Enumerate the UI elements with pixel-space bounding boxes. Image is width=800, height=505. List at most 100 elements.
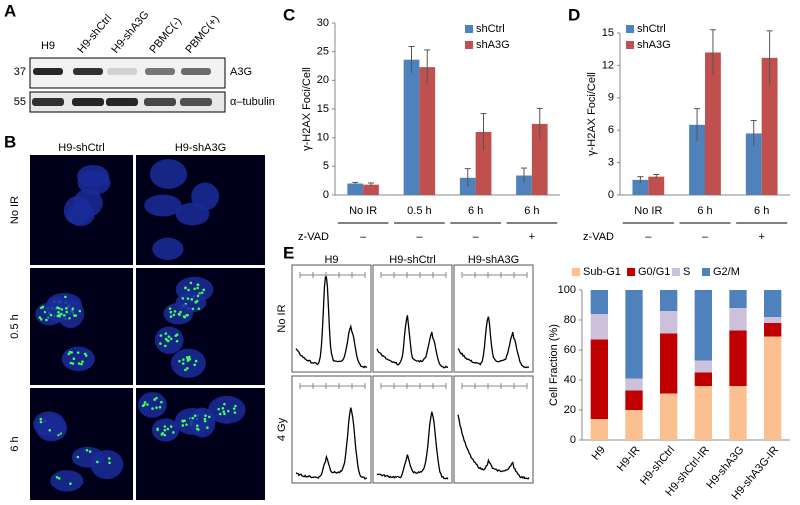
y-tick-label: 5 bbox=[323, 160, 329, 172]
bar bbox=[419, 67, 436, 195]
bar-segment bbox=[590, 339, 608, 419]
focus bbox=[223, 412, 226, 416]
bar bbox=[761, 57, 778, 196]
focus bbox=[172, 431, 175, 434]
histogram-frame bbox=[453, 264, 534, 373]
focus bbox=[72, 357, 76, 361]
legend-swatch bbox=[626, 41, 634, 49]
focus bbox=[146, 403, 149, 406]
focus bbox=[71, 307, 75, 310]
row-label: 4 Gy bbox=[276, 417, 288, 441]
histogram-frame bbox=[291, 264, 372, 373]
y-tick-label: 9 bbox=[608, 92, 614, 104]
nucleus bbox=[189, 407, 216, 438]
focus bbox=[226, 409, 230, 413]
y-tick-label: 60 bbox=[564, 344, 576, 356]
y-tick-label: 3 bbox=[608, 157, 614, 169]
band bbox=[107, 68, 137, 75]
bar bbox=[632, 179, 649, 195]
nucleus bbox=[191, 182, 220, 211]
focus bbox=[153, 398, 156, 401]
focus bbox=[72, 314, 76, 317]
focus bbox=[156, 428, 160, 432]
focus bbox=[184, 368, 187, 372]
bar-segment bbox=[590, 419, 608, 440]
legend-label: shA3G bbox=[476, 39, 510, 51]
focus bbox=[200, 291, 204, 294]
y-tick-label: 6 bbox=[608, 124, 614, 136]
treatment-value: – bbox=[473, 231, 480, 243]
band bbox=[180, 98, 212, 106]
y-axis-label: γ-H2AX Foci/Cell bbox=[301, 67, 313, 151]
bar-segment bbox=[625, 410, 643, 440]
focus bbox=[206, 426, 209, 430]
focus bbox=[232, 407, 236, 410]
focus bbox=[57, 307, 61, 310]
focus bbox=[221, 406, 225, 410]
band-label: A3G bbox=[230, 66, 252, 78]
legend-swatch bbox=[572, 268, 580, 276]
x-tick-label: 6 h bbox=[697, 205, 712, 217]
x-tick-label: 6 h bbox=[754, 205, 769, 217]
focus bbox=[160, 400, 163, 404]
nucleus bbox=[138, 392, 167, 418]
bar-segment bbox=[729, 386, 747, 440]
focus bbox=[45, 318, 48, 322]
focus bbox=[193, 414, 197, 418]
focus bbox=[164, 344, 167, 348]
y-tick-label: 20 bbox=[564, 404, 576, 416]
panel-label: E bbox=[283, 243, 294, 262]
focus bbox=[151, 407, 154, 410]
histogram-frame bbox=[372, 375, 453, 484]
focus bbox=[159, 334, 163, 337]
column-label: H9-shA3G bbox=[175, 142, 226, 154]
focus bbox=[163, 425, 167, 428]
focus bbox=[188, 357, 192, 361]
legend-label: shA3G bbox=[637, 39, 671, 51]
treatment-label: z-VAD bbox=[298, 231, 329, 243]
nucleus bbox=[152, 237, 184, 261]
focus bbox=[68, 350, 72, 354]
focus bbox=[38, 316, 42, 319]
row-label: No IR bbox=[9, 196, 21, 224]
focus bbox=[155, 396, 158, 400]
treatment-value: – bbox=[416, 231, 423, 243]
focus bbox=[39, 420, 43, 424]
bar-segment bbox=[660, 311, 678, 334]
focus bbox=[187, 288, 190, 292]
legend-swatch bbox=[465, 25, 473, 33]
focus bbox=[167, 335, 171, 339]
focus bbox=[197, 428, 200, 431]
focus bbox=[172, 313, 176, 317]
bar bbox=[363, 184, 379, 195]
y-tick-label: 0 bbox=[608, 189, 614, 201]
focus bbox=[191, 416, 195, 420]
focus bbox=[195, 424, 199, 427]
focus bbox=[190, 298, 194, 301]
focus bbox=[158, 405, 162, 409]
focus bbox=[71, 362, 75, 365]
bar-segment bbox=[625, 378, 643, 391]
treatment-value: – bbox=[360, 231, 367, 243]
treatment-value: – bbox=[645, 231, 652, 243]
bar bbox=[705, 52, 721, 195]
row-label: 0.5 h bbox=[9, 314, 21, 338]
focus bbox=[186, 367, 189, 370]
lane-label: PBMC(+) bbox=[183, 13, 221, 56]
x-tick-label: 0.5 h bbox=[407, 205, 431, 217]
bar-segment bbox=[660, 333, 678, 394]
band bbox=[73, 68, 103, 75]
histogram-trace bbox=[295, 276, 368, 369]
bar bbox=[648, 176, 665, 195]
focus bbox=[234, 404, 237, 408]
focus bbox=[64, 295, 67, 299]
focus bbox=[39, 417, 43, 421]
focus bbox=[163, 433, 167, 437]
y-tick-label: 0 bbox=[323, 189, 329, 201]
focus bbox=[85, 448, 89, 452]
y-tick-label: 25 bbox=[317, 46, 329, 58]
row-label: No IR bbox=[276, 304, 288, 332]
legend-swatch bbox=[465, 41, 473, 49]
focus bbox=[168, 307, 172, 310]
